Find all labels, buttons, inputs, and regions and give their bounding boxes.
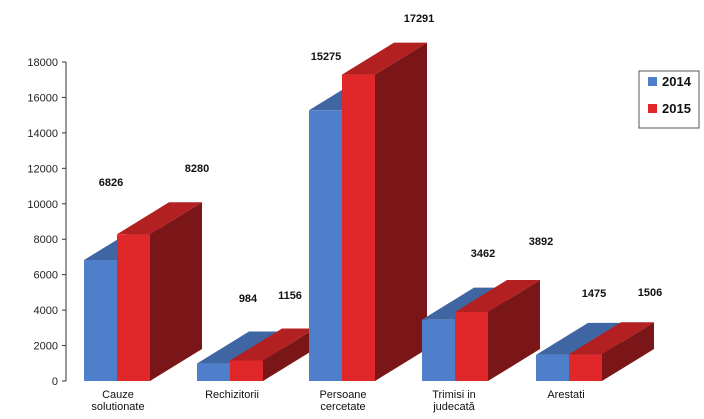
- bar-top: [197, 331, 282, 364]
- y-tick-label: 6000: [34, 270, 58, 282]
- bar-2015: [117, 234, 150, 381]
- data-label: 1156: [278, 290, 302, 302]
- bar-2014: [197, 363, 230, 381]
- y-tick-label: 10000: [27, 199, 58, 211]
- bar-side: [488, 280, 540, 381]
- legend-label: 2014: [662, 74, 692, 89]
- legend-label: 2015: [662, 101, 691, 116]
- y-tick-label: 14000: [27, 128, 58, 140]
- bar-2014: [309, 110, 342, 381]
- category-label: solutionate: [91, 401, 144, 413]
- y-tick-label: 2000: [34, 341, 58, 353]
- bar-side: [150, 202, 202, 381]
- bar-top: [455, 280, 540, 313]
- legend-swatch-2014: [648, 77, 657, 86]
- bar-top: [230, 328, 315, 361]
- bar-top: [569, 322, 654, 355]
- data-labels: 6826 8280 984 1156 15275 17291 3462 3892 1475 150…: [91, 13, 662, 413]
- data-label: 17291: [404, 13, 435, 25]
- bar-top: [117, 202, 202, 235]
- y-tick-label: 4000: [34, 305, 58, 317]
- category-label: Rechizitorii: [205, 389, 259, 401]
- bar-side: [602, 322, 654, 381]
- category-label: judecată: [432, 401, 475, 413]
- legend: 2014 2015: [638, 70, 700, 129]
- category-label: Cauze: [102, 389, 134, 401]
- y-tick-label: 16000: [27, 92, 58, 104]
- bar-side: [375, 42, 427, 381]
- data-label: 1475: [582, 288, 606, 300]
- bar-2014: [536, 354, 569, 381]
- bar-2015: [455, 312, 488, 381]
- bar-2014: [422, 319, 455, 381]
- data-label: 984: [239, 293, 258, 305]
- data-label: 8280: [185, 163, 209, 175]
- data-label: 3892: [529, 236, 553, 248]
- category-label: Trimisi in: [432, 389, 476, 401]
- data-label: 6826: [99, 177, 123, 189]
- bar-2015: [342, 74, 375, 381]
- y-tick-label: 8000: [34, 234, 58, 246]
- y-tick-label: 12000: [27, 163, 58, 175]
- data-label: 15275: [311, 51, 342, 63]
- category-label: Persoane: [319, 389, 366, 401]
- bar-2015: [230, 360, 263, 381]
- bar-top: [536, 322, 621, 355]
- category-label: Arestati: [547, 389, 584, 401]
- bar-2015: [569, 354, 602, 381]
- y-axis: 0 2000 4000 6000 8000 10000 12000 14000 16000 180…: [27, 57, 67, 388]
- data-label: 1506: [638, 287, 662, 299]
- bar-top: [342, 42, 427, 75]
- data-label: 3462: [471, 248, 495, 260]
- y-tick-label: 18000: [27, 57, 58, 69]
- legend-swatch-2015: [648, 104, 657, 113]
- bar-side: [263, 328, 315, 381]
- bars: [84, 42, 654, 381]
- category-label: cercetate: [320, 401, 365, 413]
- bar-2014: [84, 260, 117, 381]
- y-tick-label: 0: [52, 376, 58, 388]
